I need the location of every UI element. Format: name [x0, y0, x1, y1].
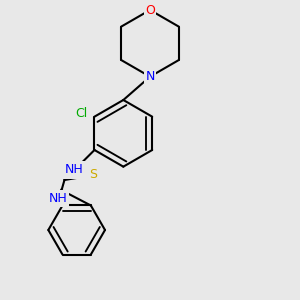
Text: S: S: [89, 169, 97, 182]
Text: O: O: [145, 4, 155, 16]
Text: N: N: [145, 70, 155, 83]
Text: NH: NH: [65, 164, 84, 176]
Text: NH: NH: [48, 192, 67, 205]
Text: Cl: Cl: [75, 107, 87, 120]
